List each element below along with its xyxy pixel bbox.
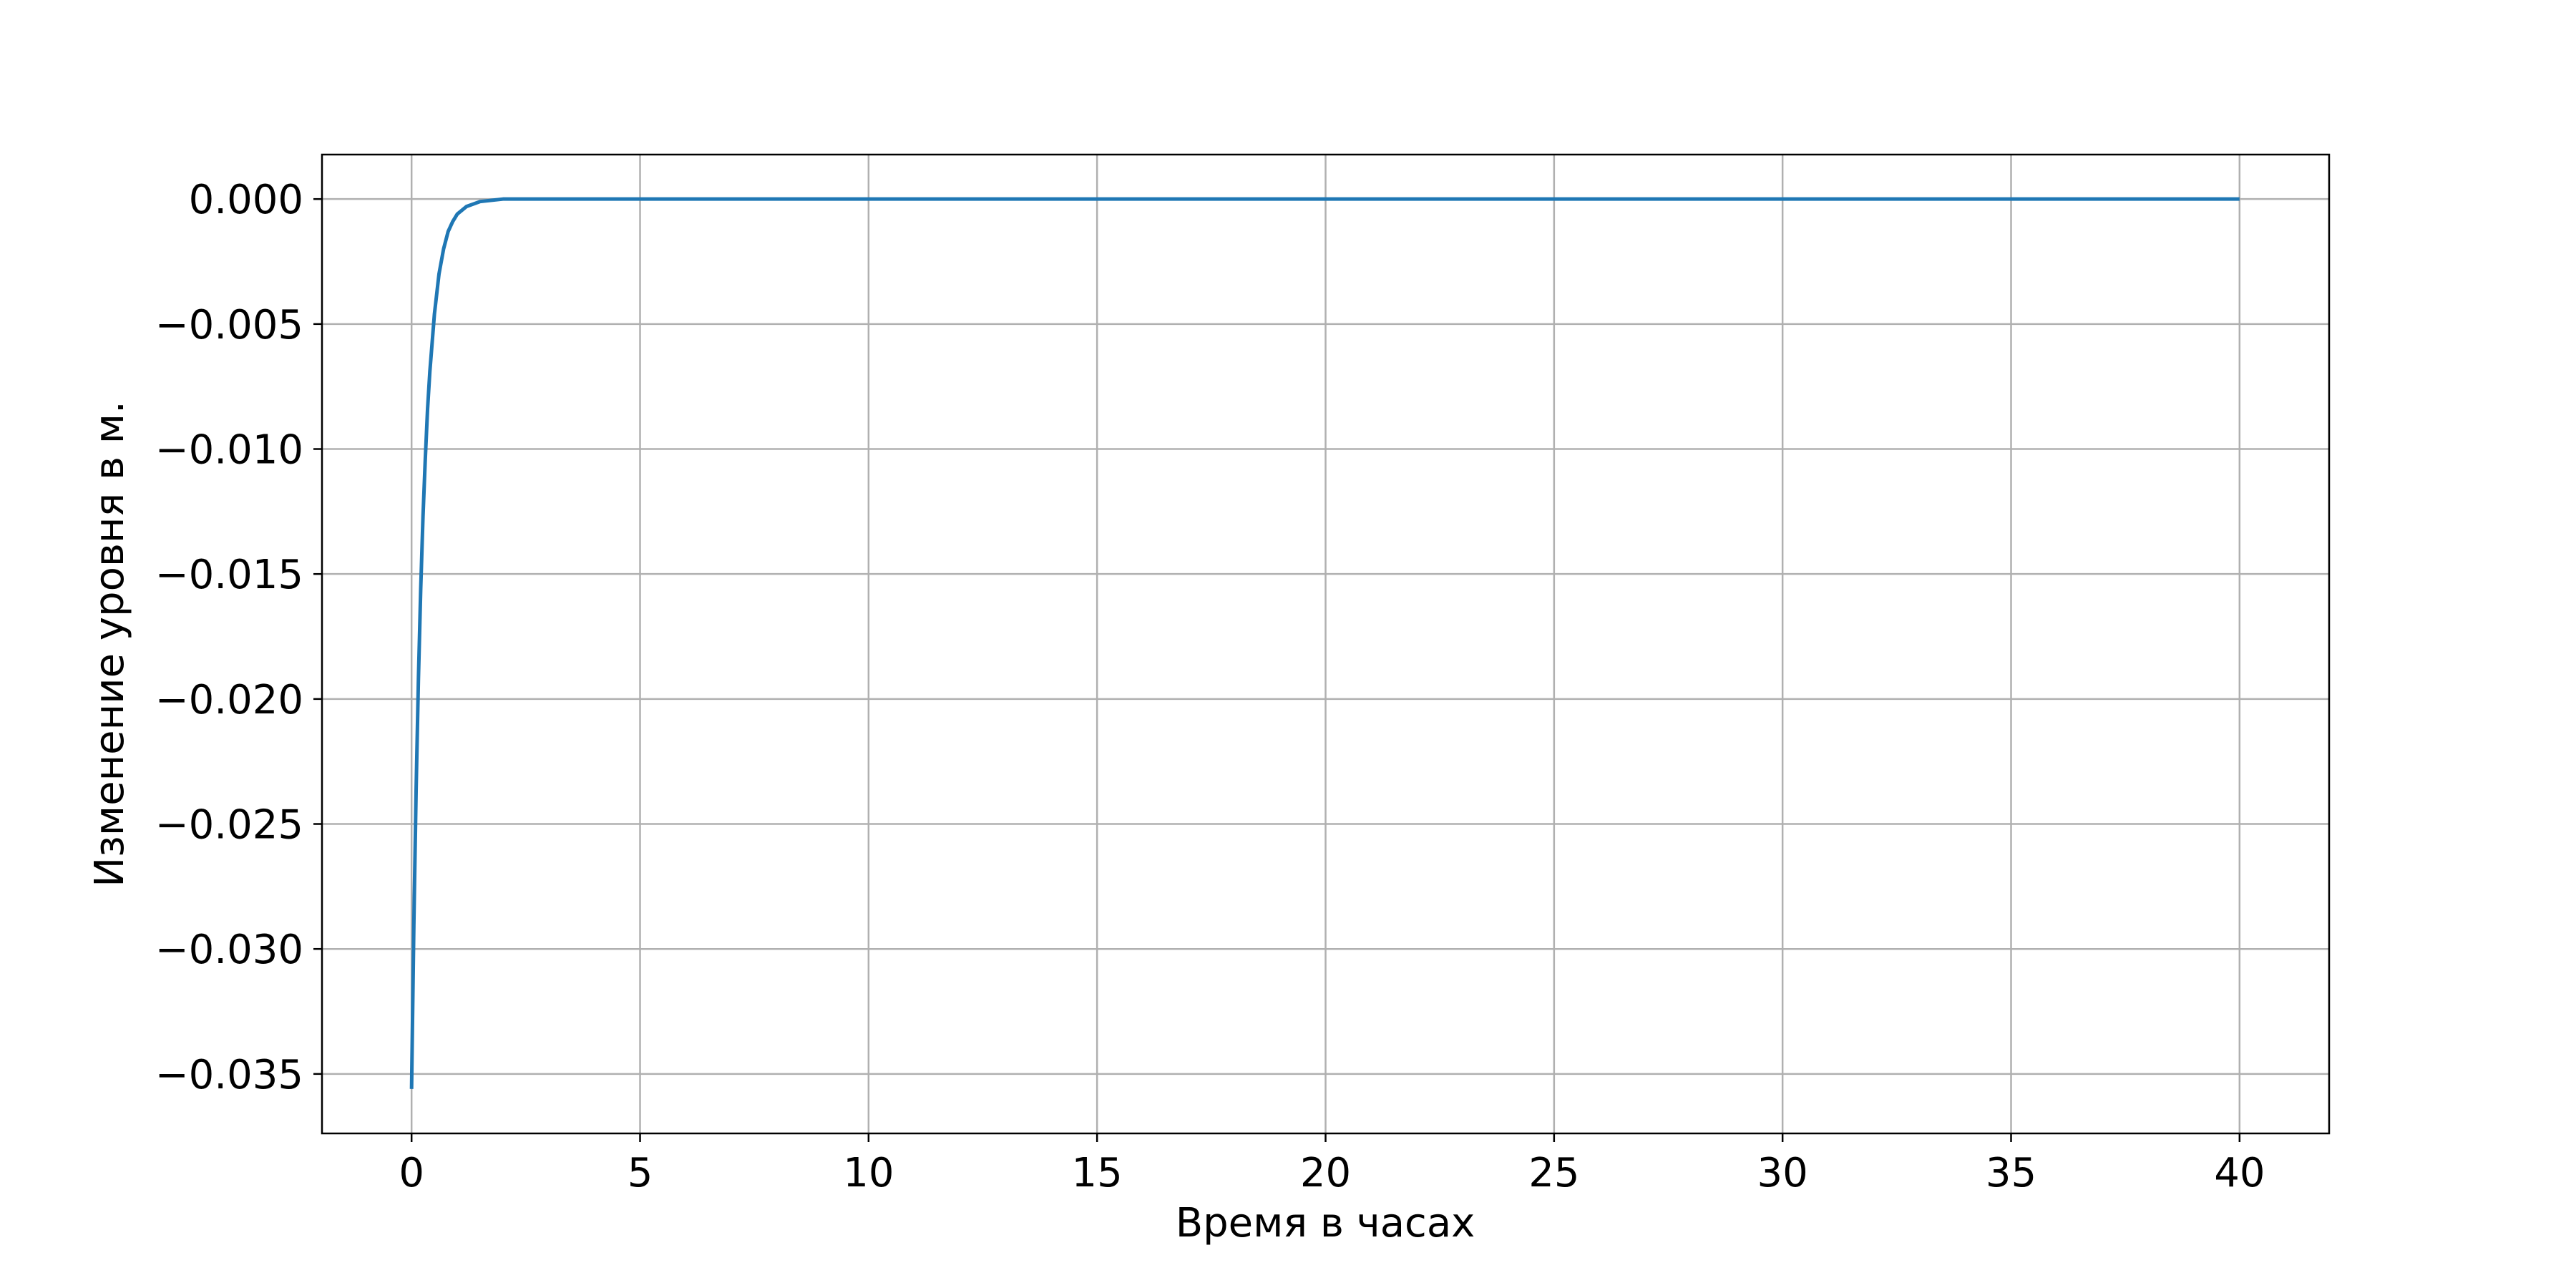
y-ticks: 0.000 −0.005 −0.010 −0.015 −0.020 −0.025 −0.03… <box>155 177 322 1098</box>
y-tick-label: −0.035 <box>155 1052 303 1098</box>
x-tick-label: 5 <box>628 1150 653 1196</box>
series-layer <box>409 197 2240 1089</box>
x-axis-label: Время в часах <box>1176 1200 1475 1246</box>
series-line-0 <box>409 197 2240 1089</box>
x-tick-label: 40 <box>2214 1150 2265 1196</box>
x-ticks: 0 5 10 15 20 25 30 35 40 <box>399 1133 2265 1196</box>
x-tick-label: 15 <box>1072 1150 1123 1196</box>
y-tick-label: −0.020 <box>155 677 303 723</box>
y-axis-label: Изменение уровня в м. <box>87 401 133 887</box>
grid-lines <box>322 155 2329 1133</box>
x-tick-label: 0 <box>399 1150 424 1196</box>
y-tick-label: −0.030 <box>155 927 303 973</box>
y-tick-label: −0.010 <box>155 427 303 474</box>
x-tick-label: 10 <box>843 1150 894 1196</box>
y-tick-label: −0.015 <box>155 552 303 598</box>
x-tick-label: 20 <box>1300 1150 1351 1196</box>
x-tick-label: 25 <box>1528 1150 1579 1196</box>
y-tick-label: 0.000 <box>189 177 303 223</box>
x-tick-label: 30 <box>1757 1150 1808 1196</box>
x-tick-label: 35 <box>1986 1150 2036 1196</box>
y-tick-label: −0.005 <box>155 302 303 348</box>
y-tick-label: −0.025 <box>155 802 303 849</box>
